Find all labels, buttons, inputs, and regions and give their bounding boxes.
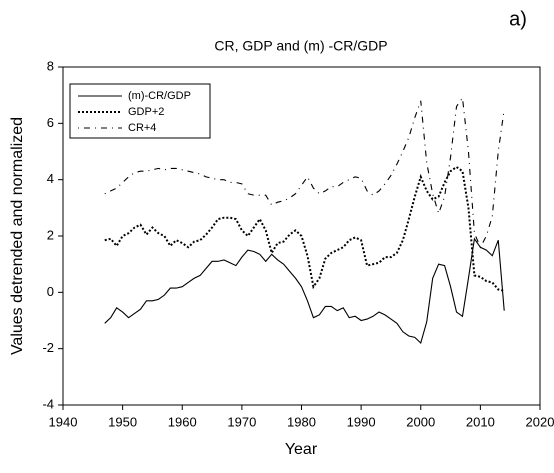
x-axis-label: Year bbox=[285, 441, 318, 458]
series-line bbox=[104, 165, 505, 292]
legend-label: (m)-CR/GDP bbox=[128, 90, 191, 102]
y-tick-label: -4 bbox=[42, 396, 54, 411]
series-line bbox=[104, 237, 505, 345]
x-tick-label: 1960 bbox=[168, 414, 197, 429]
y-tick-label: 8 bbox=[47, 58, 54, 73]
panel-label: a) bbox=[509, 8, 527, 30]
x-tick-label: 1970 bbox=[227, 414, 256, 429]
y-tick-label: -2 bbox=[42, 340, 54, 355]
x-tick-label: 2020 bbox=[526, 414, 554, 429]
chart-title: CR, GDP and (m) -CR/GDP bbox=[214, 38, 387, 54]
x-tick-label: 1940 bbox=[49, 414, 78, 429]
y-tick-label: 4 bbox=[47, 171, 54, 186]
x-tick-label: 2010 bbox=[466, 414, 495, 429]
y-axis-label: Values detrended and normalized bbox=[9, 117, 26, 355]
legend-label: CR+4 bbox=[128, 122, 156, 134]
y-tick-label: 6 bbox=[47, 115, 54, 130]
legend-box bbox=[69, 83, 211, 139]
y-tick-label: 2 bbox=[47, 227, 54, 242]
series-line bbox=[104, 96, 505, 249]
x-tick-label: 2000 bbox=[406, 414, 435, 429]
legend-label: GDP+2 bbox=[128, 106, 164, 118]
x-tick-label: 1980 bbox=[287, 414, 316, 429]
x-tick-label: 1950 bbox=[108, 414, 137, 429]
x-tick-label: 1990 bbox=[347, 414, 376, 429]
y-tick-label: 0 bbox=[47, 284, 54, 299]
